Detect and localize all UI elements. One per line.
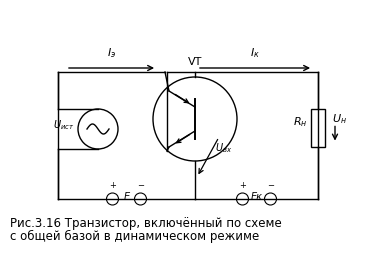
Bar: [311, 108, 325, 147]
Text: +: +: [109, 181, 116, 190]
Text: E: E: [123, 192, 129, 202]
Text: $I_к$: $I_к$: [250, 46, 260, 60]
Text: +: +: [239, 181, 246, 190]
Text: с общей базой в динамическом режиме: с общей базой в динамическом режиме: [10, 230, 259, 243]
Text: Eк: Eк: [251, 192, 263, 202]
Text: Рис.3.16 Транзистор, включённый по схеме: Рис.3.16 Транзистор, включённый по схеме: [10, 217, 282, 230]
Text: $I_э$: $I_э$: [107, 46, 116, 60]
Text: −: −: [267, 181, 274, 190]
Text: −: −: [137, 181, 144, 190]
Text: $U_{ист}$: $U_{ист}$: [53, 118, 74, 132]
Text: $R_н$: $R_н$: [294, 116, 308, 129]
Text: $U_н$: $U_н$: [332, 113, 347, 126]
Text: $U_{вх}$: $U_{вх}$: [215, 141, 232, 155]
Text: VT: VT: [188, 57, 202, 67]
